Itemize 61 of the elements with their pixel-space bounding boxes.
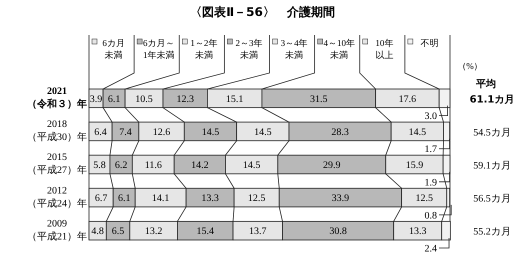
- text: 59.1カ月: [473, 160, 511, 172]
- data-label: 13.3: [408, 226, 426, 238]
- text: 61.1カ月: [470, 94, 514, 106]
- data-label: 6.4: [94, 126, 107, 138]
- legend-label: 10年以上: [375, 38, 394, 60]
- data-label: 14.5: [254, 126, 272, 138]
- data-label: 14.1: [152, 193, 170, 204]
- data-label: 14.5: [242, 160, 260, 171]
- data-label: 33.9: [332, 193, 350, 204]
- data-label: 15.1: [226, 94, 244, 105]
- y-tick-label: 2012 （平成24）年: [27, 185, 87, 210]
- data-label: 14.5: [408, 126, 426, 138]
- data-label: 3.0: [424, 111, 437, 122]
- data-label: 7.4: [119, 126, 132, 138]
- legend-label: 3～4年未満: [280, 38, 308, 60]
- data-label: 6.7: [94, 193, 108, 204]
- data-label: 6.1: [118, 193, 130, 204]
- y-tick-label: 2009 （平成21）年: [27, 218, 87, 242]
- legend-label: 1～2年未満: [190, 38, 218, 60]
- data-label: 31.5: [310, 94, 328, 105]
- text: 55.2カ月: [473, 226, 511, 238]
- data-label: 3.9: [90, 94, 102, 105]
- legend-label: 不明: [420, 38, 438, 48]
- text: 54.5カ月: [473, 127, 511, 138]
- data-label: 12.5: [415, 193, 433, 204]
- data-label: 6.2: [114, 160, 128, 171]
- chart-title: 〈図表Ⅱ－56〉 介護期間: [190, 5, 335, 19]
- data-label: 13.2: [144, 226, 162, 238]
- data-label: 14.5: [202, 126, 220, 138]
- data-label: 6.5: [112, 226, 124, 238]
- legend-label: 4～10年未満: [323, 38, 355, 60]
- data-label: 5.8: [93, 160, 106, 171]
- data-label: 15.4: [196, 226, 214, 238]
- data-label: 10.5: [135, 94, 153, 105]
- data-label: 0.8: [424, 210, 437, 222]
- data-label: 12.5: [248, 193, 266, 204]
- data-label: 30.8: [329, 226, 347, 238]
- data-label: 13.3: [201, 193, 219, 204]
- data-label: 29.9: [323, 160, 341, 171]
- data-label: 12.6: [152, 126, 170, 138]
- data-label: 14.2: [191, 160, 209, 171]
- y-tick-label: 2018 （平成30）年: [27, 119, 87, 144]
- text: 平均: [475, 78, 496, 90]
- legend-label: 6カ月～1年未満: [142, 38, 174, 60]
- legend-label: 2～3年未満: [235, 38, 262, 60]
- text: （%）: [457, 61, 483, 71]
- data-label: 2.4: [424, 244, 437, 254]
- data-label: 17.6: [398, 94, 416, 105]
- data-label: 13.7: [249, 226, 267, 238]
- data-label: 1.7: [424, 144, 437, 156]
- text: 56.5カ月: [473, 194, 511, 205]
- data-label: 11.6: [144, 160, 162, 171]
- data-label: 4.8: [91, 226, 104, 238]
- data-label: 28.3: [331, 126, 349, 138]
- y-tick-label: 2015 （平成27）年: [27, 152, 87, 176]
- data-label: 6.1: [108, 94, 120, 105]
- y-tick-label: 2021 （令和３）年: [27, 86, 87, 110]
- legend-label: 6カ月未満: [102, 38, 125, 60]
- data-label: 12.3: [176, 94, 194, 105]
- data-label: 1.9: [424, 177, 437, 188]
- data-label: 15.9: [406, 160, 424, 171]
